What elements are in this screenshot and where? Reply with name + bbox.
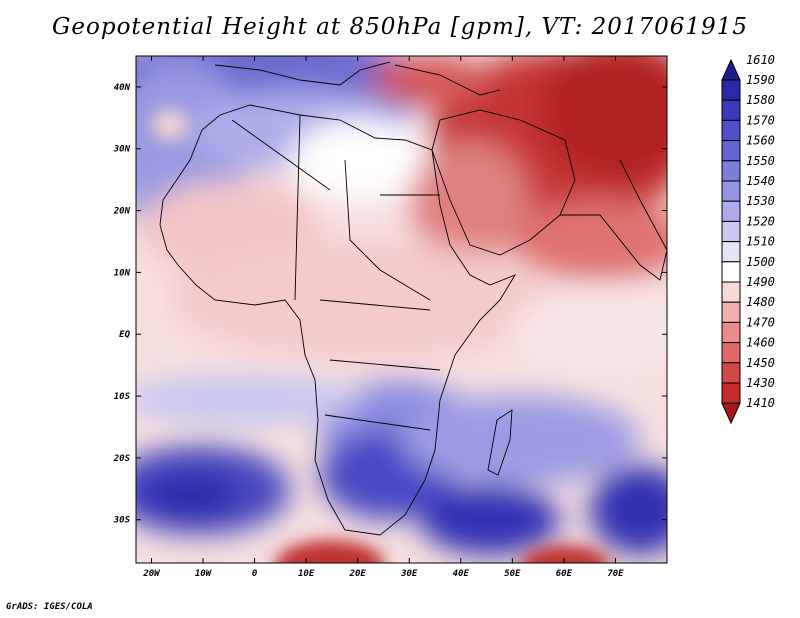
colorbar-swatch — [721, 160, 741, 182]
colorbar-swatch — [721, 362, 741, 384]
latitude-axis: 40N 30N 20N 10N EQ 10S 20S 30S — [113, 83, 667, 526]
colorbar-level-label: 1590 — [746, 73, 775, 87]
colorbar-swatch — [721, 220, 741, 243]
colorbar-swatch — [721, 321, 741, 344]
colorbar-swatch — [721, 180, 741, 202]
colorbar-level-label: 1570 — [746, 113, 775, 127]
lon-tick-label: 60E — [556, 569, 573, 579]
colorbar-level-label: 1560 — [746, 134, 775, 148]
colorbar-swatch — [721, 119, 741, 142]
colorbar-level-label: 1460 — [746, 336, 775, 350]
lon-tick-label: 70E — [607, 569, 624, 579]
colorbar-swatch — [721, 342, 741, 364]
colorbar-swatch — [721, 382, 741, 404]
lon-tick-label: 30E — [400, 569, 418, 579]
colorbar-level-label: 1610 — [746, 53, 775, 67]
colorbar-level-label: 1490 — [746, 275, 775, 289]
colorbar-level-label: 1530 — [746, 194, 775, 208]
colorbar-top-arrow — [721, 58, 741, 81]
colorbar: 1610 1590 1580 1570 1560 1550 1540 1530 1520 1510… — [721, 53, 775, 425]
lon-tick-label: 0 — [252, 569, 258, 579]
colorbar-swatch — [721, 200, 741, 222]
lat-tick-label: 10N — [114, 268, 131, 278]
lon-tick-label: 10W — [195, 569, 213, 579]
height-field-shading — [136, 56, 667, 563]
colorbar-level-label: 1450 — [746, 356, 775, 370]
colorbar-bottom-arrow — [721, 402, 741, 425]
lat-tick-label: 30S — [113, 516, 131, 526]
grads-credit: GrADS: IGES/COLA — [6, 602, 93, 612]
lon-tick-label: 20W — [142, 569, 161, 579]
colorbar-level-label: 1540 — [746, 174, 775, 188]
colorbar-level-label: 1480 — [746, 295, 775, 309]
colorbar-swatch — [721, 281, 741, 303]
colorbar-swatch — [721, 79, 741, 101]
colorbar-level-label: 1510 — [746, 235, 775, 249]
lat-tick-label: EQ — [119, 330, 130, 340]
colorbar-swatch — [721, 99, 741, 121]
longitude-axis: 20W 10W 0 10E 20E 30E 40E 50E 60E 70E — [142, 56, 624, 579]
map-frame — [135, 55, 668, 564]
colorbar-swatch — [721, 261, 741, 283]
lat-tick-label: 30N — [113, 145, 131, 155]
lat-tick-label: 10S — [114, 392, 131, 402]
colorbar-swatch — [721, 140, 741, 162]
colorbar-swatch — [721, 241, 741, 263]
lon-tick-label: 40E — [453, 569, 470, 579]
colorbar-swatch — [721, 301, 741, 323]
colorbar-level-label: 1500 — [746, 255, 775, 269]
colorbar-level-label: 1410 — [746, 396, 775, 410]
colorbar-level-label: 1550 — [746, 154, 775, 168]
map-title: Geopotential Height at 850hPa [gpm], VT:… — [52, 14, 748, 40]
lon-tick-label: 10E — [298, 569, 315, 579]
colorbar-level-label: 1470 — [746, 315, 775, 329]
lon-tick-label: 20E — [349, 569, 367, 579]
coastlines — [159, 61, 667, 536]
lon-tick-label: 50E — [504, 569, 521, 579]
colorbar-level-label: 1430 — [746, 376, 775, 390]
colorbar-level-label: 1520 — [746, 214, 775, 228]
lat-tick-label: 20S — [113, 454, 131, 464]
lat-tick-label: 20N — [113, 207, 131, 217]
colorbar-level-label: 1580 — [746, 93, 775, 107]
lat-tick-label: 40N — [114, 83, 131, 93]
